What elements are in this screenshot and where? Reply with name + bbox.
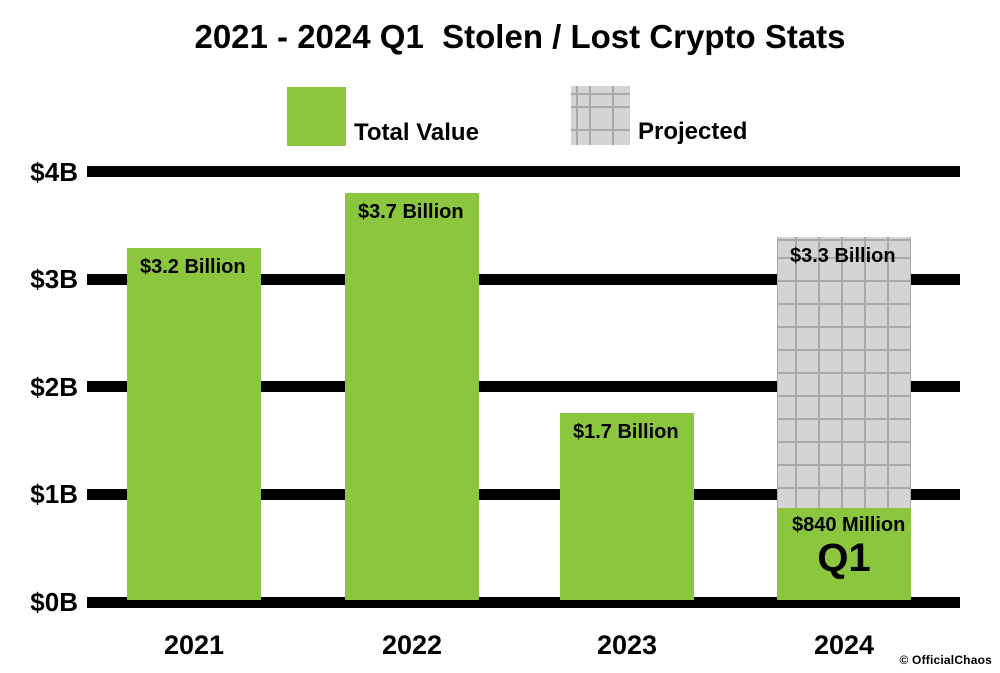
y-tick-0b: $0B [30,587,78,617]
gridline-0b-axis [87,596,960,608]
gridline-4b [87,166,960,178]
y-tick-4b: $4B [30,156,78,187]
x-axis-label-2023: 2023 [596,630,658,660]
legend-swatch-total-value [287,87,346,146]
bar-value-label-2024-projected: $3.3 Billion [790,245,896,267]
legend-label-projected: Projected [638,118,748,145]
y-tick-2b: $2B [30,371,78,402]
bar-value-label-2022: $3.7 Billion [358,201,464,223]
x-axis-label-2022: 2022 [381,630,443,660]
bar-value-label-2024-q1: $840 Million [792,513,906,536]
bar-value-label-2021: $3.2 Billion [140,256,246,278]
x-axis-label-2024: 2024 [813,630,875,660]
bar-value-label-2023: $1.7 Billion [573,421,679,443]
gridline-1b [87,488,960,500]
q1-annotation: Q1 [817,535,871,580]
chart-title: 2021 - 2024 Q1 Stolen / Lost Crypto Stat… [194,18,846,55]
legend-item-total-value: Total Value [287,87,479,146]
x-axis-label-2021: 2021 [163,630,225,660]
y-tick-3b: $3B [30,264,78,295]
legend-item-projected: Projected [571,86,747,145]
watermark-credit: © OfficialChaos [899,653,992,667]
legend-label-total-value: Total Value [354,119,479,146]
y-tick-1b: $1B [30,479,78,510]
gridline-3b [87,273,960,285]
bar-2022: $3.7 Billion [345,193,479,600]
gridline-2b [87,381,960,393]
bar-2024-q1: $840 Million Q1 [777,507,911,600]
bar-2023: $1.7 Billion [560,413,694,600]
bar-2021: $3.2 Billion [127,248,261,600]
legend-swatch-projected [571,86,630,145]
